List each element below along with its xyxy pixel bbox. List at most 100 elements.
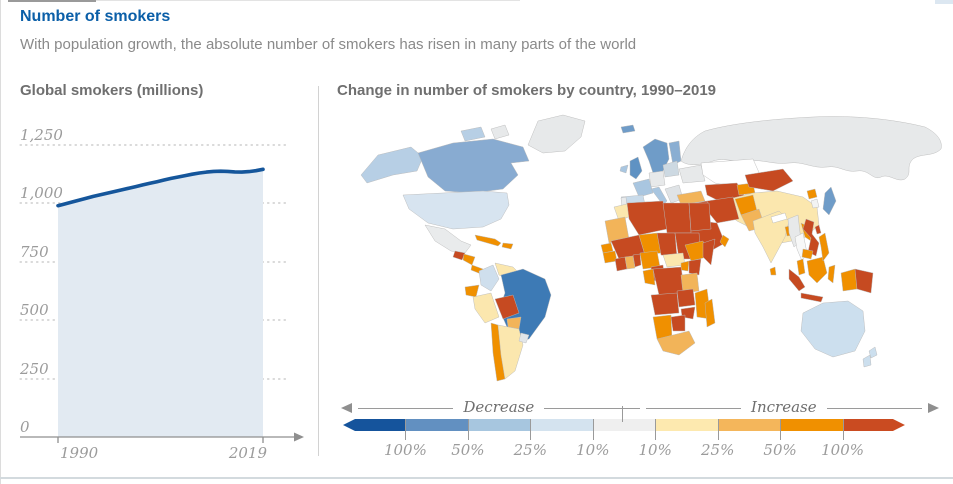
legend-color-segment (655, 419, 718, 431)
map-region-uk (629, 156, 643, 180)
map-region-usa (402, 190, 510, 230)
legend-color-segment (467, 419, 531, 431)
map-region-north-korea (806, 188, 818, 200)
left-border (0, 0, 1, 484)
top-right-accent (935, 0, 953, 4)
legend-color-segment (405, 419, 468, 431)
map-region-ecuador (464, 284, 480, 298)
legend-increase-label: Increase (751, 398, 817, 416)
map-region-greenland (527, 114, 586, 154)
map-region-new-zealand-north (868, 346, 878, 359)
legend-tick (530, 419, 532, 440)
map-region-new-zealand-south (862, 354, 872, 368)
map-region-ukraine-belarus (678, 164, 706, 184)
ytick-1000: 1,000 (20, 184, 63, 202)
legend-percent-label: 100% (383, 441, 427, 459)
legend-tick (842, 419, 844, 440)
ytick-250: 250 (19, 360, 49, 378)
legend-rule (826, 407, 922, 409)
map-region-uruguay (518, 332, 530, 344)
decrease-arrow-icon (341, 403, 352, 413)
legend-tick (717, 419, 719, 440)
panel-divider (318, 86, 319, 456)
legend-percent-label: 50% (451, 441, 485, 459)
map-region-vietnam (802, 218, 820, 257)
legend-percent-label: 100% (821, 441, 865, 459)
line-chart-title: Global smokers (millions) (20, 82, 204, 99)
map-region-peru (472, 292, 500, 324)
ytick-0: 0 (20, 418, 30, 436)
map-region-sulawesi (827, 264, 836, 284)
legend-percent-label: 50% (763, 441, 797, 459)
legend-percent-label: 25% (513, 441, 547, 459)
legend-center-tick (622, 406, 623, 422)
increase-arrow-icon (928, 403, 939, 413)
map-region-australia (800, 300, 866, 358)
map-region-guatemala (452, 250, 466, 261)
ytick-1250: 1,250 (20, 126, 63, 144)
map-region-colombia (478, 264, 500, 292)
legend-tick (655, 419, 657, 440)
map-region-taiwan (814, 224, 822, 235)
map-region-cambodia (801, 248, 814, 260)
legend-percent-label: 10% (638, 441, 672, 459)
map-region-south-africa (656, 330, 696, 356)
map-region-alaska (360, 146, 424, 184)
map-region-zambia (676, 288, 696, 308)
map-region-west-papua (840, 268, 858, 292)
ytick-750: 750 (20, 243, 49, 261)
map-region-ireland (619, 164, 629, 174)
legend-percent-labels: 100% 50% 25% 10% 10% 25% 50% 100% (343, 441, 905, 459)
map-region-iran (706, 196, 740, 224)
map-region-algeria (626, 200, 668, 236)
map-region-iceland (620, 124, 636, 134)
map-region-libya (662, 202, 692, 234)
map-region-madagascar (704, 298, 716, 328)
map-region-honduras-nicaragua (462, 253, 476, 266)
map-region-germany-central-europe (648, 170, 666, 188)
map-region-turkey (676, 190, 706, 206)
map-region-egypt (688, 202, 712, 232)
legend-tick (467, 419, 469, 440)
top-border-dark-segment (8, 0, 96, 2)
legend-color-segment (592, 419, 656, 431)
world-choropleth-map (360, 114, 942, 382)
map-title: Change in number of smokers by country, … (337, 82, 717, 99)
legend-color-segment (843, 419, 905, 431)
map-region-chad (656, 232, 678, 258)
map-region-borneo (806, 256, 828, 284)
legend-rule (544, 407, 640, 409)
map-region-south-korea (810, 198, 820, 209)
legend-percent-label: 10% (576, 441, 610, 459)
map-region-kenya (688, 258, 702, 276)
legend-tick (780, 419, 782, 440)
map-region-russia (680, 116, 942, 181)
x-axis: 1990 2019 (20, 432, 304, 462)
map-region-java (800, 292, 824, 303)
map-region-ghana (624, 255, 636, 270)
figure-subtitle: With population growth, the absolute num… (20, 36, 637, 53)
legend-direction-header: Decrease Increase (341, 398, 939, 416)
legend-rule (358, 407, 454, 409)
map-region-botswana (670, 314, 686, 332)
legend-percent-label: 25% (701, 441, 735, 459)
map-region-bolivia (494, 294, 520, 320)
smokers-trend-line (56, 167, 265, 208)
map-region-guinea (602, 250, 618, 264)
legend-decrease-label: Decrease (463, 398, 535, 416)
map-region-sumatra (788, 268, 806, 292)
map-region-hispaniola (501, 242, 514, 250)
global-smokers-area-chart: 1,250 1,000 750 500 250 0 1990 2019 (19, 126, 304, 462)
map-region-argentina (497, 324, 524, 380)
map-region-angola (650, 292, 680, 316)
map-region-somalia (702, 238, 716, 266)
map-region-arctic-islands-east (490, 124, 510, 140)
area-fill (58, 169, 263, 438)
map-region-mexico (424, 224, 472, 254)
map-region-papua-new-guinea (854, 268, 874, 294)
xtick-2019: 2019 (228, 444, 268, 462)
map-region-namibia (652, 314, 673, 340)
legend-color-segment (717, 419, 781, 431)
map-region-uganda (680, 260, 690, 272)
